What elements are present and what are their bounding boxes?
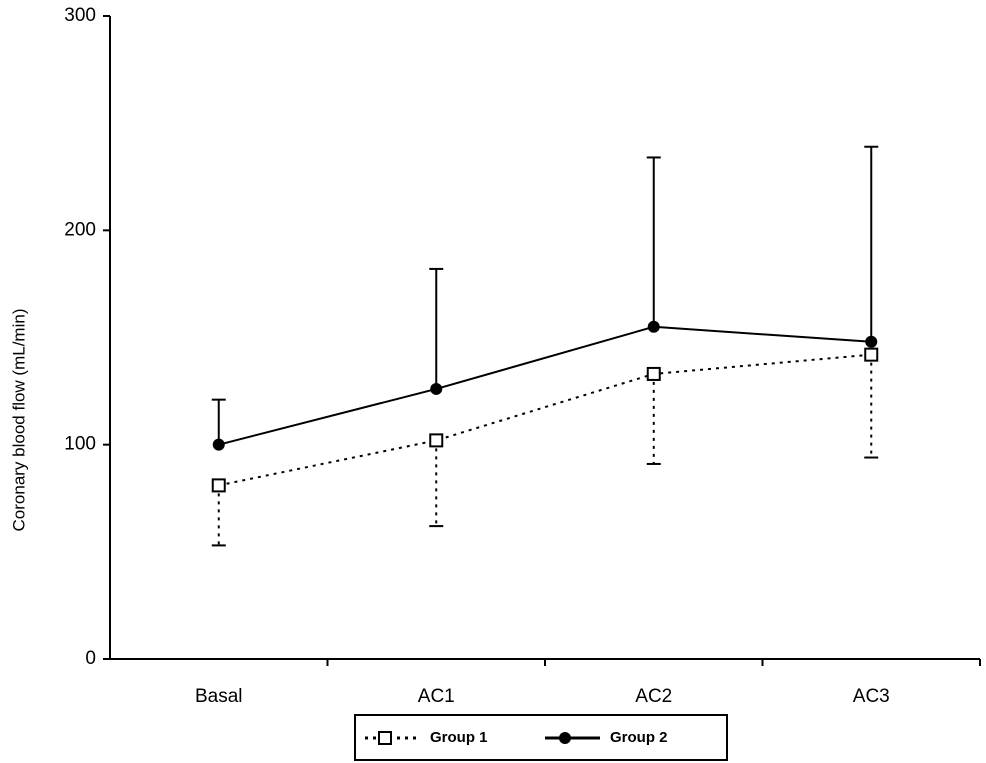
y-tick-label: 0 bbox=[85, 648, 96, 669]
y-axis-label: Coronary blood flow (mL/min) bbox=[9, 309, 28, 532]
y-tick-label: 200 bbox=[64, 219, 96, 240]
data-point bbox=[211, 478, 226, 493]
legend-box bbox=[354, 714, 728, 761]
data-point bbox=[646, 366, 661, 381]
legend-marker bbox=[559, 732, 571, 744]
data-point bbox=[429, 433, 444, 448]
data-point bbox=[865, 335, 878, 348]
x-tick-label: AC1 bbox=[418, 686, 455, 707]
x-tick-label: AC3 bbox=[853, 686, 890, 707]
data-point bbox=[430, 382, 443, 395]
series-line bbox=[218, 325, 872, 446]
y-tick-label: 300 bbox=[64, 5, 96, 26]
data-point bbox=[864, 347, 879, 362]
legend-label: Group 2 bbox=[610, 729, 668, 746]
legend-marker bbox=[378, 731, 392, 745]
data-point bbox=[212, 438, 225, 451]
data-point bbox=[647, 320, 660, 333]
y-tick-label: 100 bbox=[64, 434, 96, 455]
x-tick-label: Basal bbox=[195, 686, 243, 707]
x-tick-label: AC2 bbox=[635, 686, 672, 707]
legend-label: Group 1 bbox=[430, 729, 488, 746]
